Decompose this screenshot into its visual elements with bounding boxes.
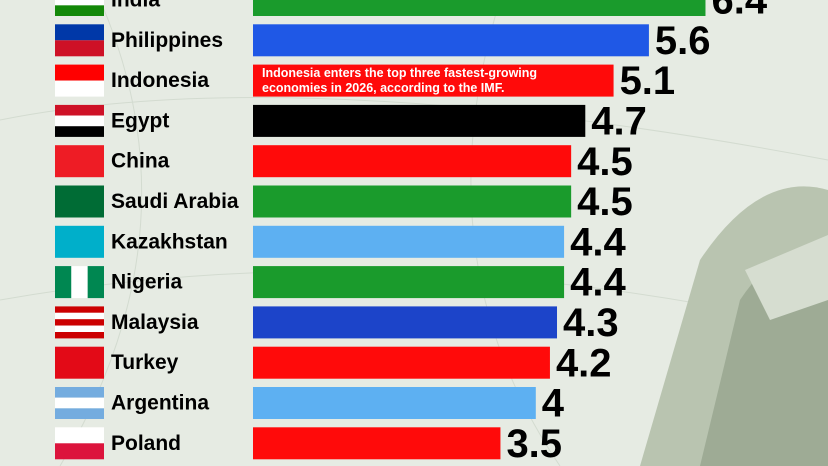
flag-stripe [55,126,104,137]
flag [55,266,104,299]
flag-stripe [55,40,104,57]
flag [55,145,104,178]
bar [253,346,550,379]
category-label: Indonesia [111,69,209,92]
flag-stripe [55,387,104,398]
flag-stripe [55,443,104,460]
flag-stripe [55,306,104,313]
flag [55,64,104,97]
value-label: 4.5 [577,180,633,224]
category-label: Nigeria [111,271,183,294]
flag-stripe [55,397,104,409]
flag-stripe [87,266,104,299]
flag [55,24,104,57]
bar [253,145,572,178]
flag [55,387,104,419]
flag-stripe [55,325,104,332]
category-label: Turkey [111,351,179,374]
category-label: Saudi Arabia [111,190,239,213]
category-label: Egypt [111,109,169,132]
flag-stripe [55,312,104,320]
category-label: Malaysia [111,311,199,334]
value-label: 4.7 [591,99,647,143]
value-label: 4.4 [570,261,626,305]
flag-stripe [55,24,104,41]
annotation: economies in 2026, according to the IMF. [262,81,504,95]
category-label: Argentina [111,392,209,415]
bar [253,64,614,97]
flag-stripe [55,319,104,326]
bar [253,104,586,137]
flag-stripe [55,185,104,218]
bar [253,306,558,339]
flag [55,104,104,137]
flag [55,0,104,16]
flag-stripe [55,64,104,81]
value-label: 4.4 [570,220,626,264]
flag-stripe [55,5,104,16]
value-label: 3.5 [506,422,562,466]
bar [253,387,536,419]
value-label: 5.6 [655,19,711,63]
flag-stripe [71,266,88,299]
flag-stripe [55,266,72,299]
value-label: 6.4 [711,0,767,23]
flag-stripe [55,346,104,379]
flag-stripe [55,332,104,339]
value-label: 5.1 [620,59,676,103]
flag-stripe [55,0,104,6]
bar [253,185,572,218]
flag-stripe [55,115,104,127]
category-label: Philippines [111,29,223,52]
annotation: Indonesia enters the top three fastest-g… [262,66,537,80]
bar [253,0,706,16]
category-label: India [111,0,160,12]
category-label: Poland [111,432,181,455]
value-label: 4.3 [563,301,619,345]
flag [55,306,104,339]
flag [55,225,104,258]
flag [55,185,104,218]
value-label: 4.2 [556,341,612,385]
category-label: Kazakhstan [111,230,228,253]
flag-stripe [55,427,104,444]
value-label: 4 [542,382,565,426]
bar [253,24,649,57]
flag-stripe [55,145,104,178]
flag-stripe [55,80,104,97]
bar [253,266,565,299]
flag-stripe [55,225,104,258]
flag-stripe [55,408,104,419]
category-label: China [111,150,170,173]
bar [253,427,501,460]
flag-stripe [55,104,104,116]
flag [55,427,104,460]
bar [253,225,565,258]
flag [55,346,104,379]
value-label: 4.5 [577,140,633,184]
